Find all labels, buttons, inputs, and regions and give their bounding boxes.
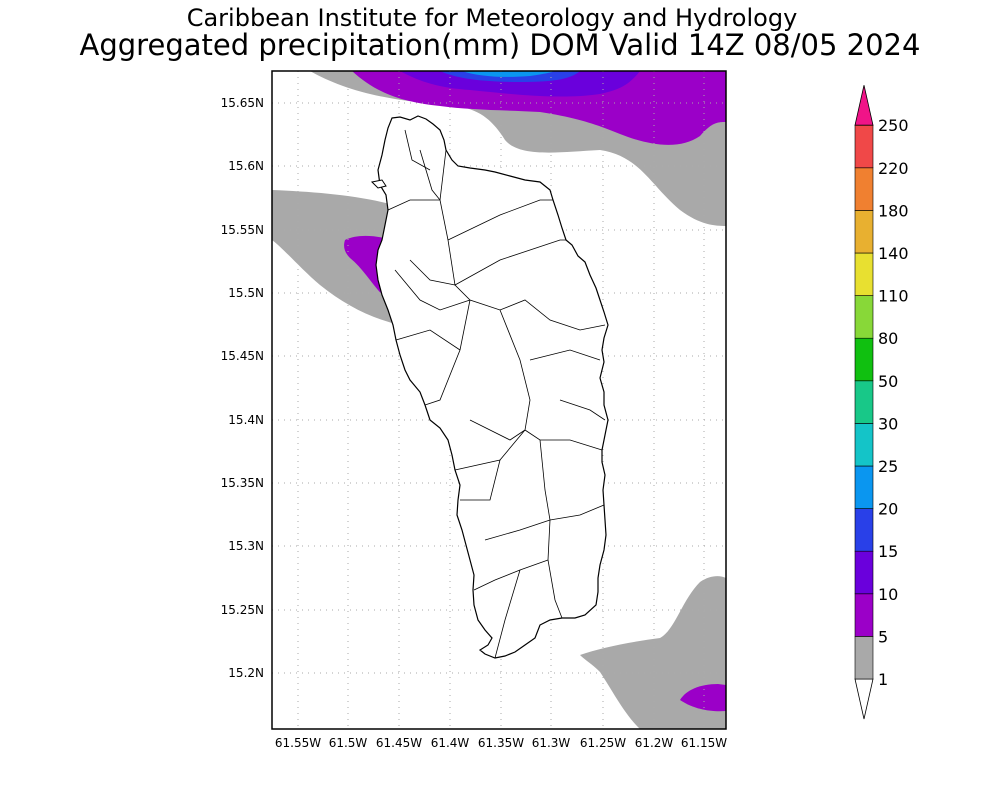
colorbar-swatch xyxy=(854,252,874,296)
island-watershed-lines xyxy=(387,129,606,659)
precip-area-southeast-gray xyxy=(580,576,726,729)
colorbar-swatch xyxy=(854,593,874,637)
colorbar-level-label: 20 xyxy=(878,500,898,519)
island-west-cape xyxy=(370,179,387,189)
lat-tick-label: 15.55N xyxy=(221,223,264,237)
precip-area-north-purple xyxy=(352,71,726,145)
lon-axis: 61.55W 61.5W 61.45W 61.4W 61.35W 61.3W 6… xyxy=(275,736,727,750)
colorbar-swatch xyxy=(854,550,874,595)
lat-tick-label: 15.4N xyxy=(228,413,264,427)
colorbar-swatch xyxy=(854,465,874,509)
colorbar-swatch xyxy=(854,423,874,467)
colorbar-level-label: 10 xyxy=(878,585,898,604)
colorbar-level-label: 180 xyxy=(878,201,909,220)
lon-tick-label: 61.15W xyxy=(681,736,727,750)
colorbar-level-label: 110 xyxy=(878,287,909,306)
lat-axis: 15.65N 15.6N 15.55N 15.5N 15.45N 15.4N 1… xyxy=(221,96,264,680)
lon-tick-label: 61.55W xyxy=(275,736,321,750)
colorbar-level-label: 220 xyxy=(878,159,909,178)
colorbar-level-label: 80 xyxy=(878,329,898,348)
dominica-island xyxy=(370,115,609,659)
colorbar-swatch xyxy=(854,636,874,680)
lat-tick-label: 15.25N xyxy=(221,603,264,617)
colorbar-swatch xyxy=(854,167,874,211)
lat-tick-label: 15.45N xyxy=(221,349,264,363)
lon-tick-label: 61.35W xyxy=(478,736,524,750)
colorbar-level-label: 30 xyxy=(878,414,898,433)
colorbar-level-label: 25 xyxy=(878,457,898,476)
lon-tick-label: 61.25W xyxy=(580,736,626,750)
colorbar-over-triangle xyxy=(854,85,874,126)
colorbar-swatch xyxy=(854,124,874,169)
precip-area-southeast-purple xyxy=(680,684,726,712)
lat-tick-label: 15.6N xyxy=(228,159,264,173)
lat-tick-label: 15.3N xyxy=(228,539,264,553)
map-frame xyxy=(271,70,727,730)
lat-lon-grid xyxy=(272,71,726,729)
colorbar-swatch xyxy=(854,508,874,552)
colorbar-level-label: 5 xyxy=(878,627,888,646)
chart-title: Caribbean Institute for Meteorology and … xyxy=(186,4,798,32)
colorbar-level-label: 1 xyxy=(878,670,888,689)
colorbar-swatch xyxy=(854,210,874,254)
lon-tick-label: 61.5W xyxy=(329,736,368,750)
colorbar-under-triangle xyxy=(854,678,874,720)
colorbar-level-label: 50 xyxy=(878,372,898,391)
precip-area-north-violet xyxy=(400,71,640,97)
colorbar-swatch xyxy=(854,380,874,424)
lon-tick-label: 61.3W xyxy=(532,736,571,750)
lat-tick-label: 15.2N xyxy=(228,666,264,680)
colorbar-level-label: 250 xyxy=(878,116,909,135)
lat-tick-label: 15.65N xyxy=(221,96,264,110)
island-coastline xyxy=(375,115,609,659)
lat-tick-label: 15.5N xyxy=(228,286,264,300)
colorbar-level-label: 15 xyxy=(878,542,898,561)
chart-subtitle: Aggregated precipitation(mm) DOM Valid 1… xyxy=(79,28,921,62)
colorbar-swatch xyxy=(854,337,874,382)
lon-tick-label: 61.4W xyxy=(431,736,470,750)
colorbar-level-label: 140 xyxy=(878,244,909,263)
lon-tick-label: 61.45W xyxy=(376,736,422,750)
precip-area-north-lightblue xyxy=(462,71,556,77)
lat-tick-label: 15.35N xyxy=(221,476,264,490)
colorbar-swatch xyxy=(854,295,874,339)
lon-tick-label: 61.2W xyxy=(635,736,674,750)
